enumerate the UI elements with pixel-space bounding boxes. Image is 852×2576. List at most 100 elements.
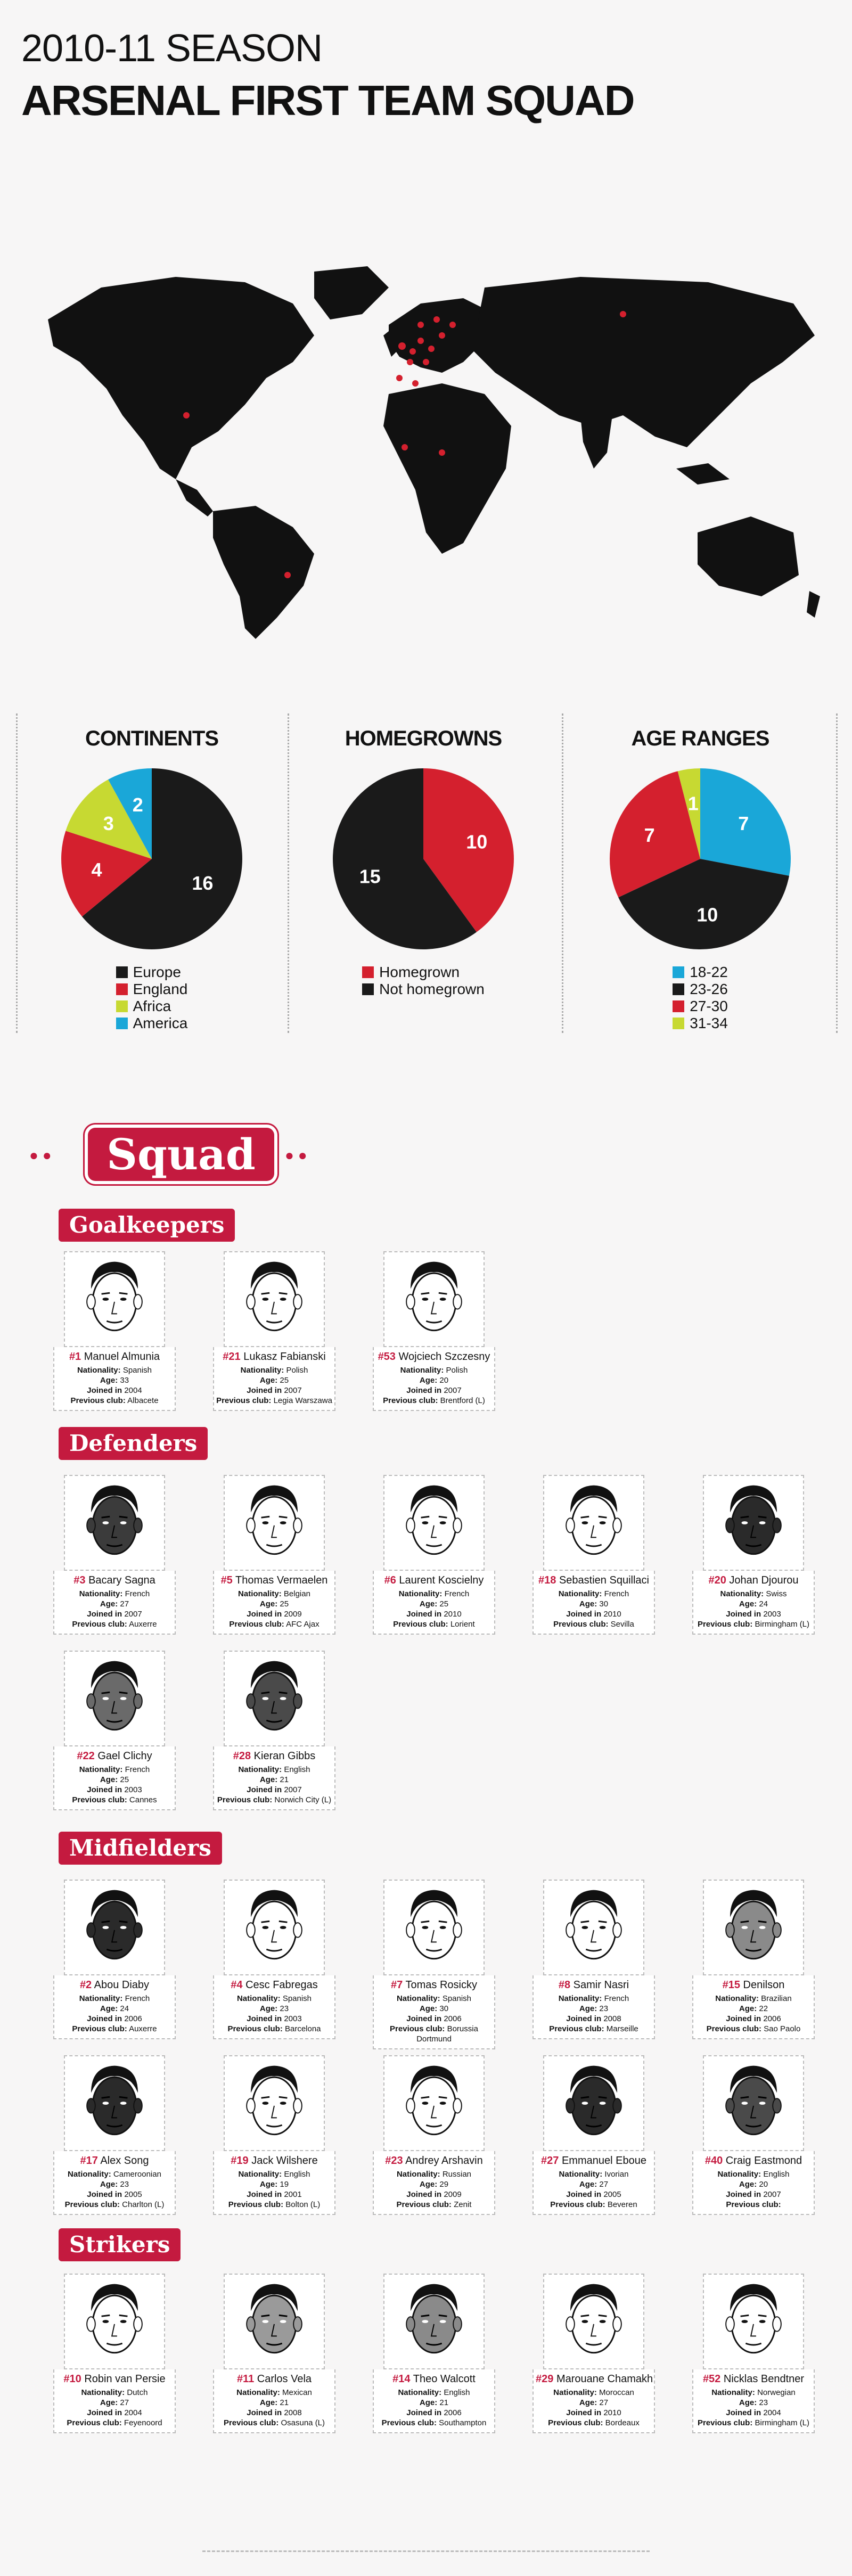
player-portrait [64,1251,165,1347]
player-number: #23 [385,2155,403,2167]
legend-label: 23-26 [690,981,728,997]
player-card: #10 Robin van Persie Nationality: Dutch … [53,2274,176,2433]
player-number: #4 [231,1979,243,1991]
continents-legend-item: England [116,981,187,998]
player-portrait [543,2055,644,2151]
player-portrait [703,1475,804,1571]
player-nationality: Nationality: Belgian [238,1589,310,1598]
player-card: #23 Andrey Arshavin Nationality: Russian… [373,2055,495,2215]
player-info: #15 Denilson Nationality: Brazilian Age:… [692,1975,815,2039]
ages-legend: 18-22 23-26 27-30 31-34 [673,964,728,1032]
legend-label: Africa [133,998,171,1014]
player-info: #4 Cesc Fabregas Nationality: Spanish Ag… [213,1975,335,2039]
player-nationality: Nationality: Spanish [236,1994,312,2003]
player-number: #14 [392,2373,411,2385]
legend-swatch [116,983,128,995]
player-face-icon [246,1890,302,1960]
player-name-text: Cesc Fabregas [245,1979,318,1991]
player-number: #29 [536,2373,554,2385]
player-face-icon [86,1890,143,1960]
ages-slice-label-1: 10 [697,904,718,926]
divider [16,713,18,1033]
player-nationality: Nationality: French [398,1589,470,1598]
player-joined: Joined in 2010 [566,2408,621,2417]
banner-dots-left: ● ● [29,1147,52,1163]
player-previous-club: Previous club: Sevilla [553,1620,634,1629]
ages-legend-item: 23-26 [673,981,728,998]
player-name-text: Manuel Almunia [84,1351,160,1363]
player-info: #8 Samir Nasri Nationality: French Age: … [532,1975,655,2039]
player-previous-club: Previous club: Bordeaux [548,2418,640,2427]
player-previous-club: Previous club: Birmingham (L) [697,1620,810,1629]
player-info: #20 Johan Djourou Nationality: Swiss Age… [692,1571,815,1635]
player-card: #27 Emmanuel Eboue Nationality: Ivorian … [532,2055,655,2215]
player-portrait [383,1880,485,1975]
ages-slice-0 [700,768,791,876]
player-joined: Joined in 2007 [247,1785,302,1794]
player-name-text: Carlos Vela [257,2373,312,2385]
player-info: #11 Carlos Vela Nationality: Mexican Age… [213,2369,335,2433]
player-nationality: Nationality: Ivorian [559,2170,629,2179]
player-name-text: Bacary Sagna [88,1574,155,1586]
player-portrait [224,2274,325,2369]
player-face-icon [246,1485,302,1555]
player-nationality: Nationality: Swiss [720,1589,787,1598]
player-joined: Joined in 2009 [406,2190,462,2199]
homegrowns-legend: Homegrown Not homegrown [362,964,485,998]
player-name: #5 Thomas Vermaelen [216,1574,332,1587]
player-card: #1 Manuel Almunia Nationality: Spanish A… [53,1251,176,1411]
homegrowns-legend-item: Not homegrown [362,981,485,998]
legend-label: America [133,1015,188,1031]
player-face-icon [725,2284,782,2354]
player-nationality: Nationality: Brazilian [715,1994,792,2003]
player-nationality: Nationality: French [79,1589,150,1598]
ages-legend-item: 31-34 [673,1015,728,1032]
player-portrait [64,2274,165,2369]
player-joined: Joined in 2006 [406,2014,462,2023]
player-info: #23 Andrey Arshavin Nationality: Russian… [373,2151,495,2215]
player-age: Age: 30 [579,1599,609,1609]
player-name: #22 Gael Clichy [56,1750,173,1762]
player-previous-club: Previous club: Zenit [396,2200,472,2209]
player-face-icon [566,1485,622,1555]
player-name-text: Jack Wilshere [251,2155,318,2167]
legend-label: Not homegrown [379,981,485,997]
player-info: #21 Lukasz Fabianski Nationality: Polish… [213,1347,335,1411]
player-name-text: Theo Walcott [413,2373,476,2385]
player-face-icon [86,2284,143,2354]
legend-swatch [673,983,685,995]
player-info: #53 Wojciech Szczesny Nationality: Polis… [373,1347,495,1411]
player-face-icon [246,2284,302,2354]
player-age: Age: 25 [259,1599,289,1609]
player-nationality: Nationality: Dutch [81,2388,148,2397]
player-previous-club: Previous club: Lorient [393,1620,475,1629]
player-joined: Joined in 2008 [566,2014,621,2023]
player-age: Age: 24 [100,2004,129,2013]
player-nationality: Nationality: French [79,1765,150,1774]
player-face-icon [86,1261,143,1332]
player-nationality: Nationality: Spanish [77,1366,152,1375]
player-name: #4 Cesc Fabregas [216,1979,332,1991]
player-age: Age: 25 [419,1599,449,1609]
player-previous-club: Previous club: Sao Paolo [706,2024,801,2033]
player-nationality: Nationality: Polish [400,1366,468,1375]
player-nationality: Nationality: Mexican [236,2388,312,2397]
player-card: #3 Bacary Sagna Nationality: French Age:… [53,1475,176,1635]
player-portrait [543,1475,644,1571]
player-joined: Joined in 2004 [87,1386,142,1395]
player-number: #6 [384,1574,396,1586]
player-card: #7 Tomas Rosicky Nationality: Spanish Ag… [373,1880,495,2049]
homegrowns-slice-0 [423,768,514,932]
continents-slice-label-2: 3 [103,813,114,834]
legend-swatch [362,983,374,995]
player-previous-club: Previous club: Legia Warszawa [216,1396,332,1405]
player-name: #14 Theo Walcott [376,2373,492,2385]
divider [288,713,289,1033]
player-name-text: Emmanuel Eboue [561,2155,646,2167]
player-portrait [383,2055,485,2151]
player-card: #28 Kieran Gibbs Nationality: English Ag… [213,1651,335,1810]
player-number: #7 [391,1979,403,1991]
player-previous-club: Previous club: AFC Ajax [229,1620,320,1629]
legend-label: Europe [133,964,181,980]
player-card: #15 Denilson Nationality: Brazilian Age:… [692,1880,815,2039]
